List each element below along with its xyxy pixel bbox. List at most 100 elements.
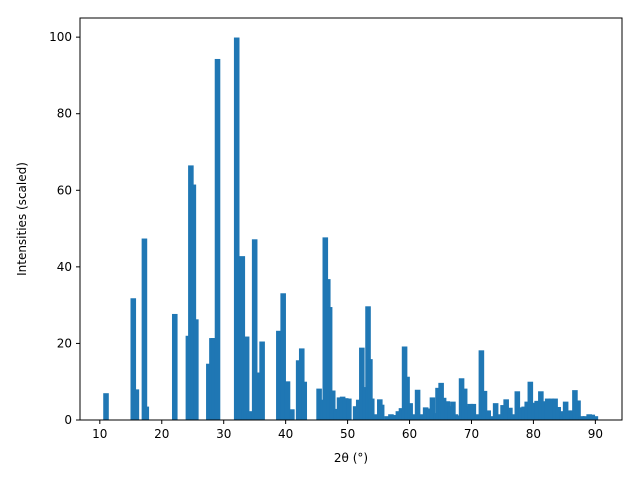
bar bbox=[589, 414, 596, 420]
bar bbox=[489, 416, 496, 420]
y-tick-label: 40 bbox=[57, 260, 72, 274]
bar bbox=[352, 406, 359, 420]
bar bbox=[329, 390, 336, 420]
bar bbox=[342, 398, 349, 420]
plot-frame bbox=[79, 17, 623, 421]
bar bbox=[518, 407, 524, 420]
bar bbox=[470, 403, 477, 420]
bar bbox=[384, 416, 391, 420]
bar bbox=[440, 397, 447, 420]
bar bbox=[233, 37, 240, 420]
x-axis-label: 2θ (°) bbox=[334, 451, 368, 465]
bar bbox=[467, 403, 474, 420]
bar bbox=[565, 410, 572, 420]
bar bbox=[359, 347, 365, 420]
bar bbox=[426, 408, 433, 420]
bar bbox=[316, 388, 322, 420]
bar bbox=[404, 376, 410, 420]
bar bbox=[246, 411, 253, 420]
x-tick-label: 50 bbox=[340, 427, 355, 441]
bar bbox=[510, 414, 517, 420]
bar bbox=[538, 391, 544, 420]
bar bbox=[130, 298, 137, 420]
bar bbox=[496, 414, 503, 420]
bar bbox=[586, 414, 592, 420]
y-axis-ticks: 0 20 40 60 80 100 bbox=[49, 30, 80, 427]
bar bbox=[409, 414, 416, 420]
bar bbox=[447, 406, 453, 420]
bar bbox=[301, 381, 308, 420]
bar bbox=[500, 405, 506, 420]
x-tick-label: 60 bbox=[402, 427, 417, 441]
bar bbox=[544, 398, 551, 420]
bar bbox=[346, 398, 352, 420]
y-tick-label: 80 bbox=[57, 107, 72, 121]
y-tick-label: 20 bbox=[57, 336, 72, 350]
bar bbox=[562, 401, 569, 420]
bar bbox=[103, 393, 109, 420]
bar bbox=[429, 397, 436, 420]
y-tick-label: 0 bbox=[64, 413, 72, 427]
bar bbox=[251, 239, 258, 420]
bar bbox=[143, 406, 150, 420]
bar bbox=[368, 398, 375, 420]
bar bbox=[458, 378, 465, 420]
bar bbox=[478, 350, 485, 420]
bar bbox=[214, 58, 221, 421]
bar bbox=[339, 396, 346, 420]
bar bbox=[336, 397, 343, 420]
bar bbox=[455, 415, 462, 420]
x-axis-ticks: 10 20 30 40 50 60 70 80 90 bbox=[92, 420, 603, 441]
bar bbox=[193, 319, 199, 420]
bar bbox=[555, 406, 561, 420]
y-tick-label: 100 bbox=[49, 30, 72, 44]
bar bbox=[548, 398, 555, 420]
bar bbox=[276, 330, 282, 420]
bar bbox=[414, 389, 421, 420]
bar bbox=[243, 336, 250, 420]
bar bbox=[398, 408, 405, 420]
x-tick-label: 30 bbox=[216, 427, 231, 441]
bar bbox=[239, 256, 246, 420]
bar bbox=[464, 406, 470, 420]
bar bbox=[592, 416, 599, 420]
bar bbox=[211, 338, 217, 420]
bar bbox=[333, 408, 339, 420]
bar bbox=[521, 406, 527, 420]
x-tick-label: 80 bbox=[526, 427, 541, 441]
bar bbox=[289, 409, 295, 420]
bar bbox=[503, 399, 509, 420]
bar bbox=[388, 414, 394, 420]
bar bbox=[259, 341, 265, 420]
bar bbox=[362, 387, 368, 420]
bar bbox=[524, 401, 531, 420]
bar bbox=[578, 416, 585, 420]
bar bbox=[190, 184, 197, 420]
bar bbox=[452, 414, 459, 420]
bar bbox=[514, 391, 521, 420]
bar bbox=[450, 401, 456, 420]
bar bbox=[582, 416, 589, 420]
bar bbox=[254, 372, 261, 420]
bar bbox=[236, 410, 242, 420]
bar bbox=[552, 398, 558, 420]
bar bbox=[474, 414, 481, 420]
bar bbox=[206, 363, 212, 420]
bar bbox=[326, 307, 333, 420]
bar bbox=[395, 411, 402, 420]
bar bbox=[575, 400, 581, 420]
bar bbox=[355, 399, 362, 420]
x-tick-label: 40 bbox=[278, 427, 293, 441]
bars-group bbox=[103, 37, 599, 421]
bar bbox=[284, 381, 291, 420]
bar bbox=[485, 410, 491, 420]
x-tick-label: 10 bbox=[92, 427, 107, 441]
y-tick-label: 60 bbox=[57, 183, 72, 197]
bar bbox=[391, 415, 398, 420]
y-axis-label: Intensities (scaled) bbox=[15, 162, 29, 276]
bar bbox=[531, 402, 537, 420]
bar bbox=[367, 359, 373, 420]
x-tick-label: 70 bbox=[464, 427, 479, 441]
bar bbox=[481, 390, 488, 420]
